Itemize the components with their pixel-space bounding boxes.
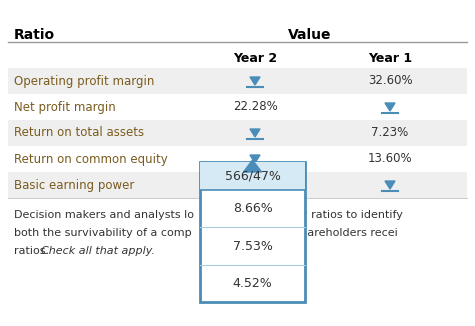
Text: Year 2: Year 2 [233,52,277,65]
Text: 4.52%: 4.52% [233,277,272,290]
Bar [8,68,467,94]
Polygon shape [244,160,262,172]
Text: Decision makers and analysts lo        nto profitability ratios to identify: Decision makers and analysts lo nto prof… [14,210,403,220]
Text: both the survivability of a comp        benefits that shareholders recei: both the survivability of a comp benefit… [14,228,398,238]
Text: Return on total assets: Return on total assets [14,126,144,140]
Text: 7.23%: 7.23% [371,126,408,140]
Text: Return on common equity: Return on common equity [14,153,168,166]
Bar [8,172,467,198]
Bar [200,162,305,190]
Text: Ratio: Ratio [14,28,55,42]
Polygon shape [385,103,395,111]
Text: Basic earning power: Basic earning power [14,179,134,191]
Bar [8,120,467,146]
Text: 8.66%: 8.66% [233,202,272,215]
Polygon shape [250,77,260,85]
Text: 13.60%: 13.60% [368,153,412,166]
Bar [200,162,305,302]
Polygon shape [250,155,260,163]
Text: ratios.: ratios. [14,246,53,256]
Text: Check all that apply.: Check all that apply. [41,246,155,256]
Text: 566/47%: 566/47% [225,170,280,183]
Text: 22.28%: 22.28% [233,100,277,113]
Text: Year 1: Year 1 [368,52,412,65]
Text: Operating profit margin: Operating profit margin [14,75,154,87]
Text: 32.60%: 32.60% [368,75,412,87]
Text: Net profit margin: Net profit margin [14,100,116,113]
Text: 7.53%: 7.53% [233,240,273,253]
Polygon shape [385,181,395,189]
Text: Value: Value [288,28,332,42]
Polygon shape [250,129,260,137]
